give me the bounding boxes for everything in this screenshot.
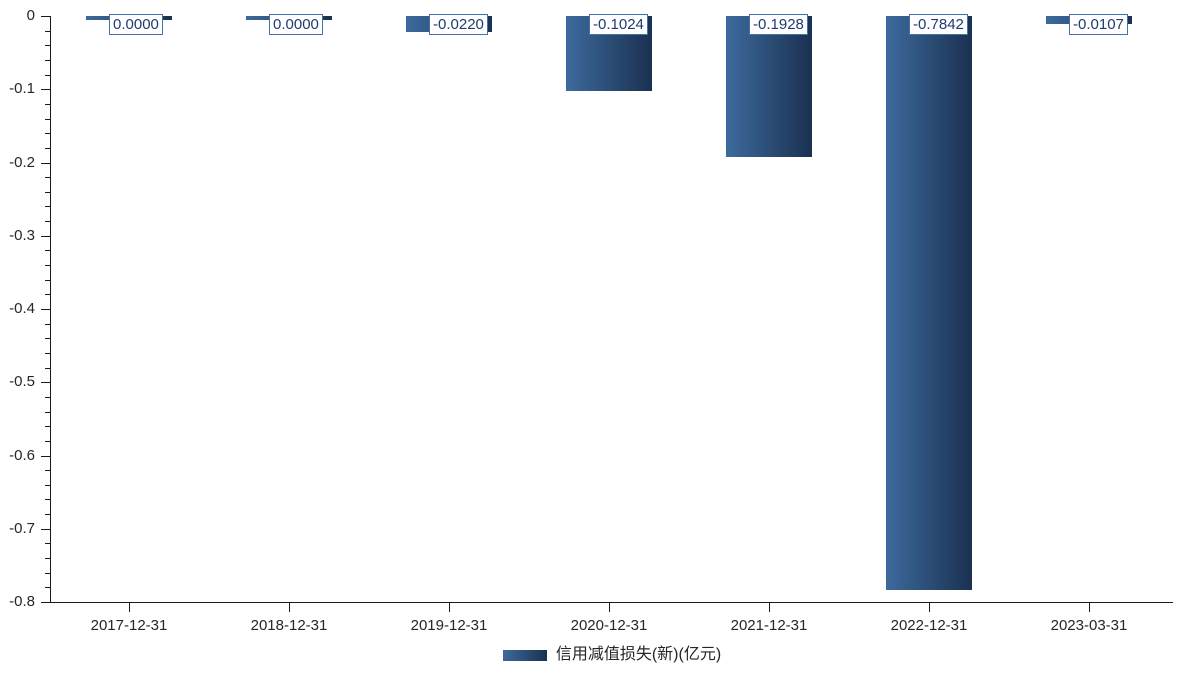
- x-tick-label: 2021-12-31: [730, 617, 808, 634]
- x-tick-label: 2020-12-31: [570, 617, 648, 634]
- y-tick-label: -0.8: [9, 593, 35, 610]
- y-minor-tick: [45, 558, 51, 559]
- x-tick-label: 2023-03-31: [1050, 617, 1128, 634]
- x-tick-label: 2017-12-31: [90, 617, 168, 634]
- value-label: -0.1928: [749, 14, 808, 35]
- y-major-tick: [41, 163, 51, 164]
- y-tick-label: -0.3: [9, 227, 35, 244]
- y-minor-tick: [45, 148, 51, 149]
- y-minor-tick: [45, 426, 51, 427]
- x-tick: [289, 603, 290, 612]
- y-minor-tick: [45, 119, 51, 120]
- y-minor-tick: [45, 250, 51, 251]
- y-minor-tick: [45, 353, 51, 354]
- x-tick: [449, 603, 450, 612]
- y-minor-tick: [45, 514, 51, 515]
- y-major-tick: [41, 89, 51, 90]
- y-minor-tick: [45, 265, 51, 266]
- value-label: 0.0000: [269, 14, 323, 35]
- y-minor-tick: [45, 338, 51, 339]
- x-tick: [769, 603, 770, 612]
- x-tick-label: 2019-12-31: [410, 617, 488, 634]
- y-minor-tick: [45, 368, 51, 369]
- y-minor-tick: [45, 543, 51, 544]
- y-major-tick: [41, 309, 51, 310]
- value-label: -0.1024: [589, 14, 648, 35]
- y-major-tick: [41, 382, 51, 383]
- x-tick: [929, 603, 930, 612]
- x-tick: [609, 603, 610, 612]
- y-minor-tick: [45, 45, 51, 46]
- bar-2021-12-31[interactable]: [726, 16, 812, 157]
- y-minor-tick: [45, 206, 51, 207]
- x-tick: [129, 603, 130, 612]
- value-label: -0.7842: [909, 14, 968, 35]
- legend-label: 信用减值损失(新)(亿元): [555, 646, 722, 663]
- y-major-tick: [41, 529, 51, 530]
- y-minor-tick: [45, 280, 51, 281]
- y-minor-tick: [45, 470, 51, 471]
- y-minor-tick: [45, 573, 51, 574]
- x-tick-label: 2022-12-31: [890, 617, 968, 634]
- y-tick-label: -0.6: [9, 447, 35, 464]
- y-minor-tick: [45, 104, 51, 105]
- y-major-tick: [41, 602, 51, 603]
- y-major-tick: [41, 236, 51, 237]
- y-minor-tick: [45, 485, 51, 486]
- y-major-tick: [41, 16, 51, 17]
- y-minor-tick: [45, 177, 51, 178]
- y-tick-label: -0.1: [9, 80, 35, 97]
- y-minor-tick: [45, 31, 51, 32]
- y-tick-label: -0.4: [9, 300, 35, 317]
- y-minor-tick: [45, 397, 51, 398]
- y-tick-label: -0.2: [9, 154, 35, 171]
- bar-2022-12-31[interactable]: [886, 16, 972, 590]
- y-tick-label: -0.7: [9, 520, 35, 537]
- x-tick: [1089, 603, 1090, 612]
- y-minor-tick: [45, 587, 51, 588]
- x-axis-line: [50, 602, 1173, 603]
- y-minor-tick: [45, 499, 51, 500]
- value-label: 0.0000: [109, 14, 163, 35]
- value-label: -0.0107: [1069, 14, 1128, 35]
- y-minor-tick: [45, 60, 51, 61]
- y-major-tick: [41, 456, 51, 457]
- y-minor-tick: [45, 75, 51, 76]
- value-label: -0.0220: [429, 14, 488, 35]
- legend-swatch-icon: [502, 649, 547, 661]
- x-tick-label: 2018-12-31: [250, 617, 328, 634]
- y-tick-label: -0.5: [9, 373, 35, 390]
- y-minor-tick: [45, 294, 51, 295]
- y-minor-tick: [45, 192, 51, 193]
- y-minor-tick: [45, 221, 51, 222]
- y-minor-tick: [45, 133, 51, 134]
- y-minor-tick: [45, 441, 51, 442]
- y-minor-tick: [45, 324, 51, 325]
- y-minor-tick: [45, 412, 51, 413]
- y-tick-label: 0: [26, 7, 35, 24]
- legend[interactable]: 信用减值损失(新)(亿元): [51, 645, 1173, 665]
